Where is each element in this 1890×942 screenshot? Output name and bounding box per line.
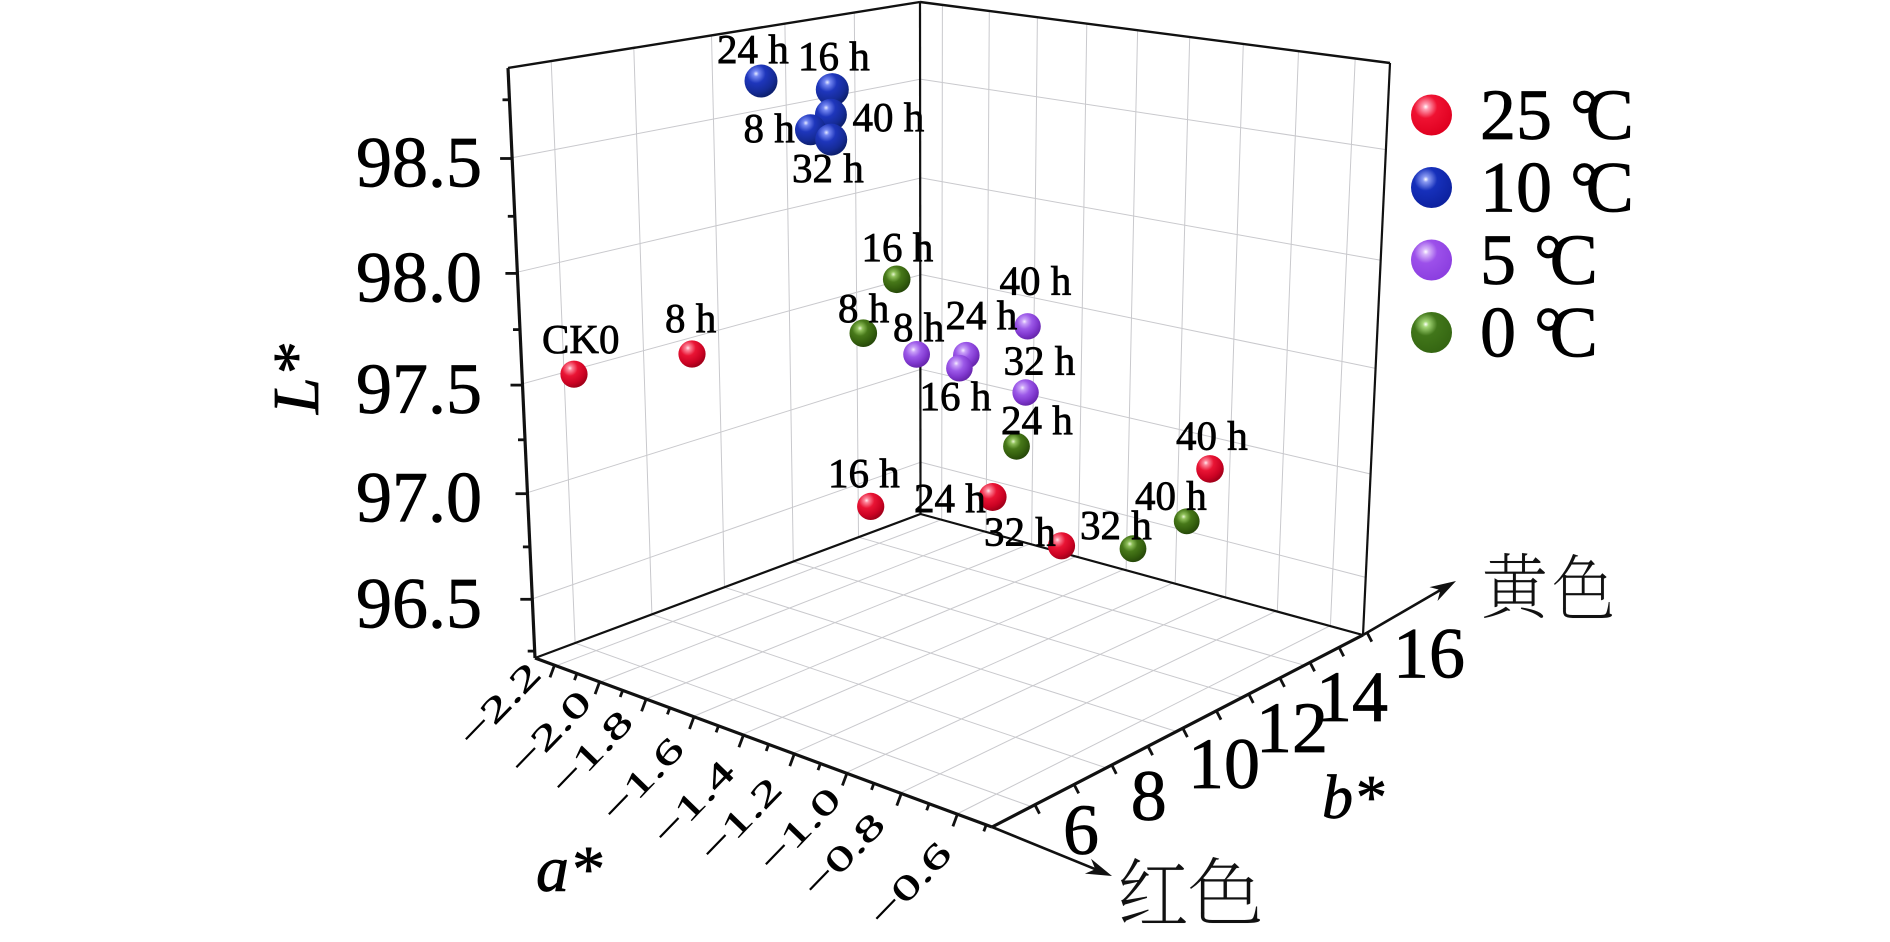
svg-text:40 h: 40 h (1135, 473, 1207, 519)
svg-text:24 h: 24 h (717, 26, 789, 72)
svg-text:32 h: 32 h (792, 145, 864, 191)
svg-text:24 h: 24 h (946, 292, 1018, 338)
svg-text:40 h: 40 h (853, 94, 925, 140)
svg-text:5 °C: 5 °C (1480, 220, 1598, 300)
svg-text:24 h: 24 h (1001, 397, 1073, 443)
svg-text:CK0: CK0 (542, 316, 619, 362)
svg-text:98.5: 98.5 (356, 123, 482, 203)
svg-text:16: 16 (1393, 613, 1465, 693)
svg-text:10: 10 (1188, 724, 1260, 804)
svg-text:10 °C: 10 °C (1480, 148, 1634, 228)
svg-text:16 h: 16 h (862, 224, 934, 270)
svg-text:L*: L* (260, 344, 333, 415)
svg-text:8 h: 8 h (893, 304, 944, 350)
svg-text:40 h: 40 h (1176, 413, 1248, 459)
svg-text:a*: a* (536, 833, 602, 906)
svg-text:8: 8 (1131, 756, 1167, 836)
svg-text:32 h: 32 h (1004, 338, 1076, 384)
svg-text:97.5: 97.5 (356, 349, 482, 429)
svg-text:6: 6 (1063, 790, 1099, 870)
svg-text:b*: b* (1322, 764, 1384, 832)
svg-text:97.0: 97.0 (356, 458, 482, 538)
svg-text:16 h: 16 h (920, 373, 992, 419)
svg-text:24 h: 24 h (914, 475, 986, 521)
svg-text:16 h: 16 h (798, 33, 870, 79)
svg-text:32 h: 32 h (1080, 502, 1152, 548)
svg-text:12: 12 (1256, 688, 1328, 768)
svg-text:8 h: 8 h (838, 285, 889, 331)
svg-text:0 °C: 0 °C (1480, 293, 1598, 373)
svg-text:8 h: 8 h (665, 295, 716, 341)
svg-text:14: 14 (1316, 657, 1388, 737)
svg-text:98.0: 98.0 (356, 237, 482, 317)
svg-text:40 h: 40 h (1000, 258, 1072, 304)
svg-text:16 h: 16 h (828, 450, 900, 496)
svg-text:32 h: 32 h (984, 509, 1056, 555)
svg-text:8 h: 8 h (744, 105, 795, 151)
svg-text:25 °C: 25 °C (1480, 75, 1634, 155)
svg-text:96.5: 96.5 (356, 563, 482, 643)
